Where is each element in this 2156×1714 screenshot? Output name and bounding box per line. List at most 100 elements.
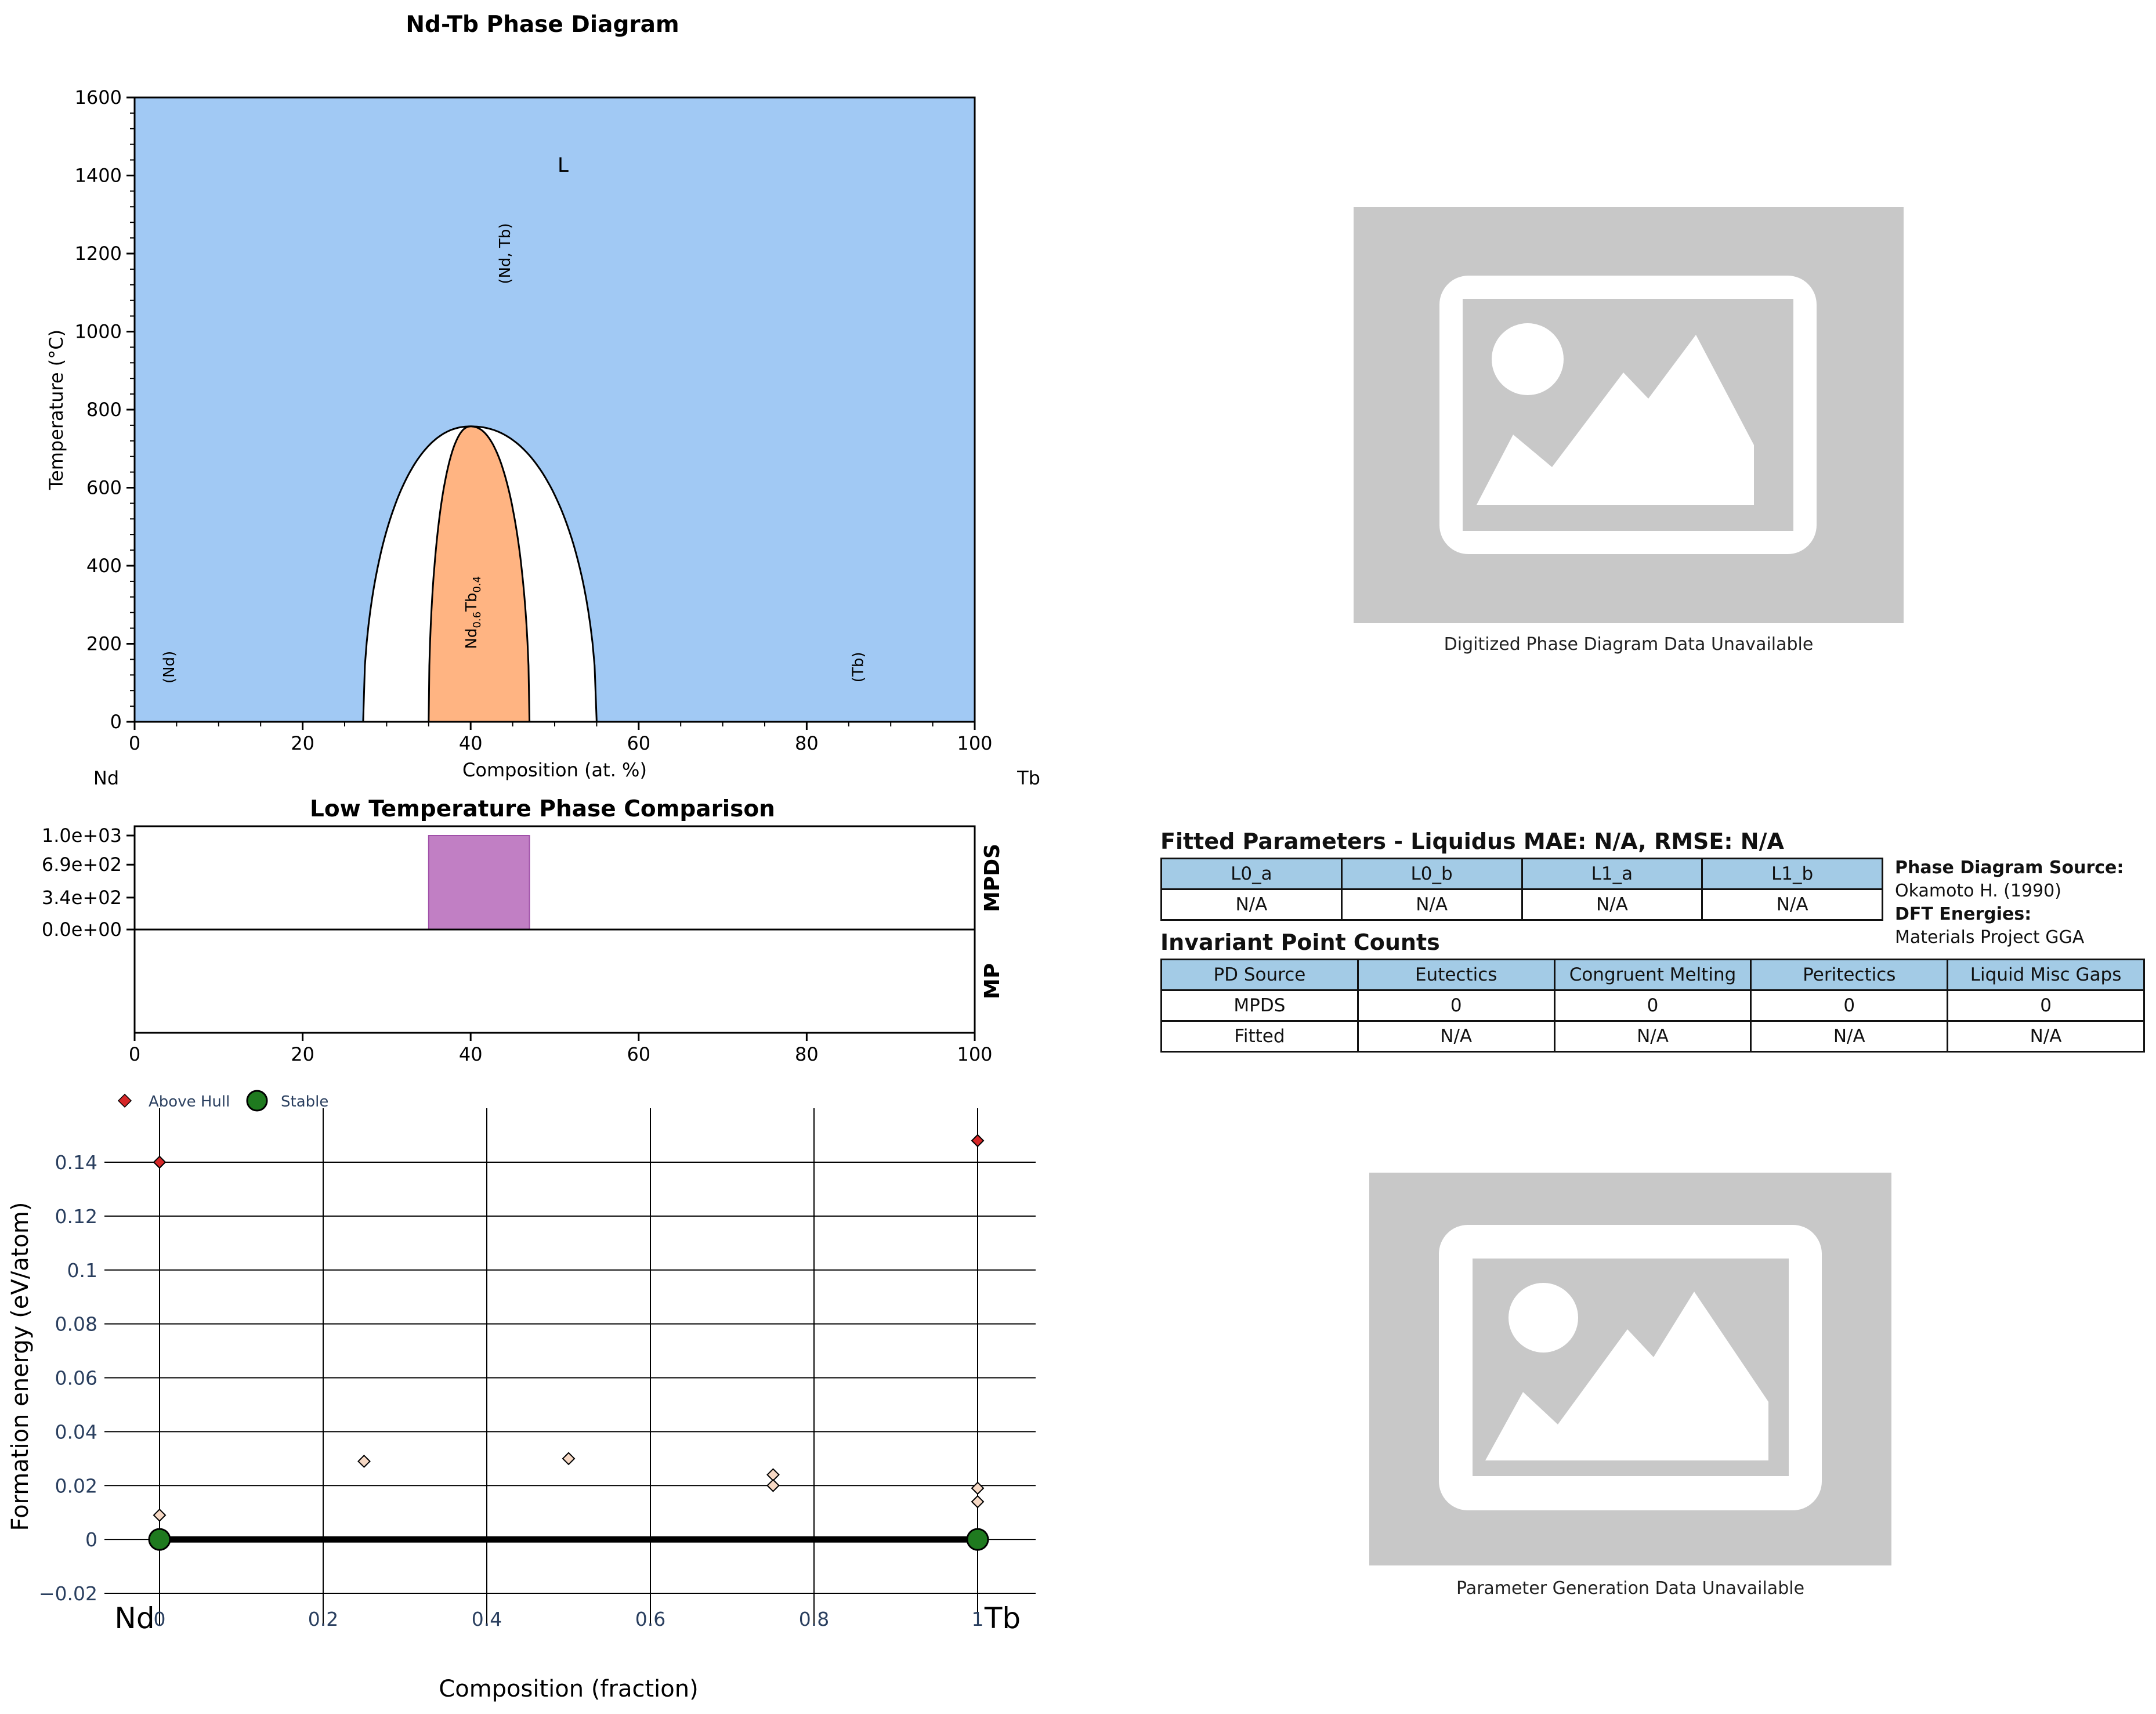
above-hull-point bbox=[357, 1455, 371, 1468]
above-hull-point bbox=[766, 1468, 780, 1482]
y-tick-label: 1600 bbox=[75, 86, 122, 109]
row-label-mp: MP bbox=[981, 963, 1004, 999]
above-hull-point bbox=[971, 1134, 985, 1148]
invariant-counts-table: PD Source Eutectics Congruent Melting Pe… bbox=[1160, 959, 2145, 1053]
region-label: (Tb) bbox=[849, 652, 867, 683]
invariant-cell: N/A bbox=[1553, 1020, 1752, 1053]
parameter-generation-placeholder bbox=[1369, 1173, 1891, 1565]
source-info: Phase Diagram Source: Okamoto H. (1990) … bbox=[1895, 856, 2124, 949]
x-tick-label: 60 bbox=[627, 1043, 650, 1065]
y-tick-label: 1200 bbox=[75, 243, 122, 265]
fitted-parameters-table: L0_a L0_b L1_a L1_b N/A N/A N/A N/A bbox=[1160, 858, 1883, 921]
y-tick-label: 0.1 bbox=[67, 1259, 97, 1282]
x-tick-label: 80 bbox=[795, 732, 819, 754]
stable-point bbox=[966, 1528, 989, 1551]
y-tick-label: 0.08 bbox=[55, 1313, 97, 1336]
y-tick-label: −0.02 bbox=[39, 1582, 97, 1605]
fitted-parameters-title: Fitted Parameters - Liquidus MAE: N/A, R… bbox=[1160, 829, 1784, 854]
x-tick-label: 40 bbox=[459, 1043, 483, 1065]
compound-label-part: Tb bbox=[463, 593, 480, 612]
x-tick-label: 0 bbox=[129, 1043, 140, 1065]
x-tick-label: 20 bbox=[291, 1043, 314, 1065]
x-tick-label: 0.2 bbox=[308, 1608, 338, 1630]
above-hull-point bbox=[971, 1495, 985, 1509]
dft-source-label: DFT Energies: bbox=[1895, 904, 2032, 924]
low-temp-x-ticks: 0 20 40 60 80 100 bbox=[129, 1033, 993, 1065]
invariant-cell: N/A bbox=[1356, 1020, 1555, 1053]
y-tick-label: 0.14 bbox=[55, 1151, 97, 1174]
y-tick-label: 0.04 bbox=[55, 1420, 97, 1443]
invariant-cell: N/A bbox=[1947, 1020, 2145, 1053]
compound-label-part: Nd bbox=[463, 628, 480, 649]
low-temp-comparison-title: Low Temperature Phase Comparison bbox=[310, 796, 775, 822]
y-tick-label: 0 bbox=[85, 1528, 97, 1551]
above-hull-point bbox=[562, 1452, 576, 1466]
invariant-cell: Fitted bbox=[1160, 1020, 1359, 1053]
invariant-cell: 0 bbox=[1750, 989, 1949, 1022]
invariant-header-cell: Liquid Misc Gaps bbox=[1947, 959, 2145, 991]
fitted-header-cell: L0_b bbox=[1340, 858, 1523, 890]
legend-swatch-stable bbox=[246, 1090, 268, 1112]
x-tick-label: 80 bbox=[795, 1043, 819, 1065]
invariant-cell: 0 bbox=[1947, 989, 2145, 1022]
region-label: (Nd, Tb) bbox=[497, 223, 514, 284]
compound-label-sub: 0.4 bbox=[471, 576, 483, 593]
fitted-header-cell: L1_a bbox=[1521, 858, 1703, 890]
x-tick-label: 1 bbox=[972, 1608, 984, 1630]
y-tick-label: 600 bbox=[86, 477, 122, 499]
above-hull-point bbox=[153, 1155, 167, 1169]
above-hull-point bbox=[153, 1508, 167, 1522]
region-label-liquid: L bbox=[558, 154, 569, 177]
y-tick-label: 1400 bbox=[75, 165, 122, 187]
formation-energy-x-ticks: 0 0.2 0.4 0.6 0.8 1 bbox=[154, 1608, 984, 1630]
table-row: MPDS 0 0 0 0 bbox=[1160, 989, 2145, 1022]
formation-energy-points bbox=[148, 1134, 989, 1551]
y-tick-label: 6.9e+02 bbox=[42, 854, 122, 876]
phase-diagram-x-label: Composition (at. %) bbox=[462, 759, 647, 781]
low-temp-comparison-chart: Low Temperature Phase Comparison 0 20 40 60… bbox=[42, 796, 1004, 1065]
invariant-header-cell: Peritectics bbox=[1750, 959, 1949, 991]
row-label-mpds: MPDS bbox=[981, 844, 1004, 912]
region-label-compound: Nd0.6Tb0.4 bbox=[463, 576, 483, 649]
x-tick-label: 40 bbox=[459, 732, 483, 754]
invariant-header-cell: Eutectics bbox=[1356, 959, 1555, 991]
formation-energy-left-element: Nd bbox=[114, 1601, 154, 1635]
phase-region-labels: L (Nd, Tb) (Nd) (Tb) Nd0.6Tb0.4 bbox=[161, 154, 867, 684]
fitted-value-cell: N/A bbox=[1701, 888, 1883, 921]
x-tick-label: 100 bbox=[957, 1043, 992, 1065]
formation-energy-x-label: Composition (fraction) bbox=[439, 1676, 698, 1702]
y-tick-label: 1000 bbox=[75, 321, 122, 343]
phase-diagram-title: Nd-Tb Phase Diagram bbox=[406, 12, 679, 38]
y-tick-label: 1.0e+03 bbox=[42, 825, 122, 847]
region-label: (Nd) bbox=[161, 651, 178, 684]
invariant-cell: MPDS bbox=[1160, 989, 1359, 1022]
x-tick-label: 20 bbox=[291, 732, 314, 754]
y-tick-label: 200 bbox=[86, 633, 122, 655]
mpds-phase-bar bbox=[428, 835, 530, 930]
y-tick-label: 0.02 bbox=[55, 1474, 97, 1497]
y-tick-label: 0.12 bbox=[55, 1205, 97, 1228]
phase-diagram-chart: Nd-Tb Phase Diagram 0 20 40 60 80 100 0 200 400… bbox=[45, 12, 1040, 789]
phase-diagram-placeholder bbox=[1354, 207, 1904, 623]
formation-energy-y-ticks: −0.02 0 0.02 0.04 0.06 0.08 0.1 0.12 0.14 bbox=[39, 1151, 97, 1605]
phase-diagram-y-ticks: 0 200 400 600 800 1000 1200 1400 1600 bbox=[75, 86, 135, 733]
compound-region bbox=[428, 425, 531, 723]
low-temp-y-ticks: 1.0e+03 6.9e+02 3.4e+02 0.0e+00 bbox=[42, 825, 135, 941]
invariant-cell: N/A bbox=[1750, 1020, 1949, 1053]
y-tick-label: 800 bbox=[86, 399, 122, 421]
formation-energy-right-element: Tb bbox=[984, 1601, 1021, 1635]
pd-source-label: Phase Diagram Source: bbox=[1895, 858, 2124, 878]
invariant-cell: 0 bbox=[1553, 989, 1752, 1022]
phase-diagram-placeholder-caption: Digitized Phase Diagram Data Unavailable bbox=[1444, 634, 1814, 654]
fitted-header-cell: L1_b bbox=[1701, 858, 1883, 890]
formation-energy-y-label: Formation energy (eV/atom) bbox=[7, 1202, 34, 1531]
pd-source-value: Okamoto H. (1990) bbox=[1895, 881, 2061, 901]
formation-energy-chart: 0 0.2 0.4 0.6 0.8 1 −0.02 0 0.02 0.04 0.06 0.08 0.1… bbox=[7, 1090, 1036, 1702]
x-tick-label: 0.8 bbox=[799, 1608, 829, 1630]
legend-swatch-above-hull bbox=[117, 1093, 132, 1108]
image-placeholder-icon bbox=[1439, 1225, 1822, 1510]
dft-source-value: Materials Project GGA bbox=[1895, 927, 2085, 948]
x-tick-label: 100 bbox=[957, 732, 992, 754]
x-tick-label: 0.4 bbox=[472, 1608, 502, 1630]
